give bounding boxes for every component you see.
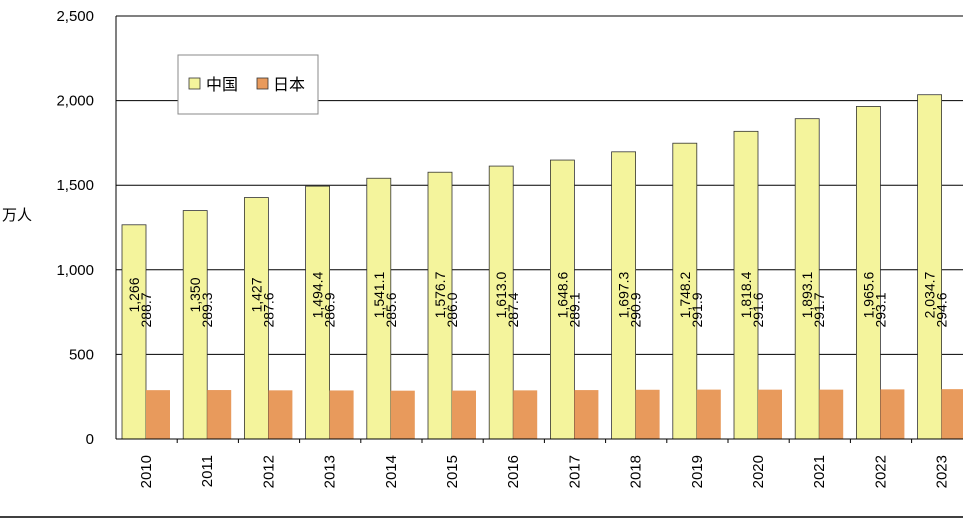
- bar-japan: [452, 390, 476, 439]
- bar-china: [733, 130, 759, 440]
- x-tick-label: 2020: [750, 455, 767, 488]
- x-tick-label: 2012: [260, 455, 277, 488]
- data-label-china: 1,613.0: [493, 271, 509, 318]
- bar-japan: [880, 389, 905, 439]
- y-tick-label: 1,500: [56, 177, 94, 194]
- bar-china: [427, 171, 453, 440]
- data-label-japan: 286.9: [322, 292, 338, 327]
- bar-china: [121, 224, 147, 440]
- x-tick-label: 2014: [383, 455, 400, 488]
- y-tick-label: 1,000: [56, 262, 94, 279]
- legend-swatch-japan: [256, 77, 269, 90]
- x-tick-label: 2018: [628, 455, 645, 488]
- legend-label-china: 中国: [206, 75, 238, 94]
- bar-japan: [390, 390, 415, 439]
- x-tick-label: 2015: [444, 455, 461, 488]
- data-label-japan: 289.3: [199, 292, 215, 327]
- data-label-japan: 287.4: [505, 292, 521, 327]
- bar-china: [488, 165, 514, 440]
- x-tick-label: 2021: [811, 455, 828, 488]
- x-tick-label: 2017: [566, 455, 583, 488]
- x-tick-label: 2023: [934, 455, 951, 488]
- bar-china: [856, 106, 881, 440]
- data-label-china: 1,541.1: [371, 271, 387, 318]
- bar-china: [611, 151, 636, 440]
- data-label-japan: 287.6: [260, 292, 276, 327]
- data-label-china: 1,697.3: [616, 271, 632, 318]
- data-label-japan: 291.6: [750, 292, 766, 327]
- y-tick-label: 2,500: [56, 8, 94, 25]
- bar-china: [366, 177, 392, 440]
- x-tick-label: 2011: [199, 455, 216, 487]
- data-label-japan: 285.6: [383, 292, 399, 327]
- data-label-china: 1,266: [126, 277, 142, 312]
- bar-japan: [758, 389, 782, 439]
- bar-china: [550, 159, 575, 440]
- x-axis: 2010 2011 2012 2013 2014 2015 2016 2017 2018 2019…: [116, 438, 963, 488]
- bar-china: [305, 185, 331, 440]
- x-tick-label: 2013: [322, 455, 339, 488]
- data-label-japan: 293.1: [872, 292, 888, 327]
- data-label-china: 1,350: [187, 277, 203, 312]
- bar-china: [794, 118, 820, 440]
- data-label-japan: 286.0: [444, 292, 460, 327]
- bar-japan: [819, 389, 844, 439]
- bar-japan: [635, 389, 660, 439]
- data-label-china: 1,494.4: [310, 271, 326, 318]
- bar-japan: [268, 390, 293, 439]
- bars: [121, 94, 963, 440]
- legend-label-japan: 日本: [273, 75, 305, 94]
- legend-swatch-china: [188, 77, 201, 90]
- legend-box: [177, 54, 319, 115]
- y-axis: 0 500 1,000 1,500 2,000 2,500: [56, 8, 117, 448]
- data-label-china: 1,748.2: [677, 271, 693, 318]
- data-label-china: 1,965.6: [860, 271, 876, 318]
- bar-japan: [329, 390, 354, 439]
- y-axis-unit: 万人: [2, 206, 32, 224]
- data-label-china: 1,576.7: [432, 271, 448, 318]
- x-tick-label: 2022: [872, 455, 889, 488]
- bar-japan: [574, 390, 599, 439]
- bar-japan: [207, 390, 232, 439]
- legend: 中国 日本: [177, 54, 319, 115]
- data-label-japan: 290.9: [628, 292, 644, 327]
- bar-japan: [941, 389, 963, 439]
- bar-china: [917, 94, 942, 440]
- data-label-japan: 289.1: [566, 292, 582, 327]
- bar-japan: [696, 389, 721, 439]
- data-label-china: 2,034.7: [922, 271, 938, 318]
- y-tick-label: 2,000: [56, 93, 94, 110]
- data-label-japan: 291.9: [689, 292, 705, 327]
- bar-china: [672, 142, 698, 440]
- x-tick-label: 2019: [689, 455, 706, 488]
- data-label-china: 1,893.1: [799, 271, 815, 318]
- data-label-japan: 291.7: [811, 292, 827, 327]
- bar-japan: [146, 390, 170, 439]
- x-tick-label: 2010: [138, 455, 155, 488]
- x-tick-label: 2016: [505, 455, 522, 488]
- bar-china: [182, 210, 208, 440]
- y-tick-label: 0: [86, 431, 94, 448]
- data-label-china: 1,648.6: [554, 271, 570, 318]
- data-label-japan: 288.7: [138, 292, 154, 327]
- data-label-japan: 294.6: [934, 292, 950, 327]
- bar-japan: [513, 390, 538, 439]
- data-label-china: 1,818.4: [738, 271, 754, 318]
- data-label-china: 1,427: [248, 277, 264, 312]
- y-tick-label: 500: [69, 346, 94, 363]
